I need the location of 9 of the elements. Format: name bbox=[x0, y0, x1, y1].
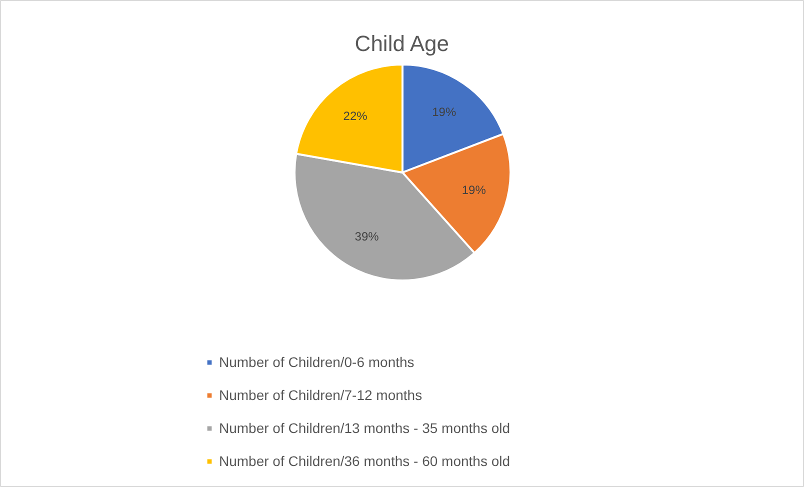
legend-label: Number of Children/7-12 months bbox=[219, 387, 422, 403]
data-label: 19% bbox=[432, 105, 456, 120]
legend-label: Number of Children/13 months - 35 months old bbox=[219, 420, 510, 436]
data-label: 39% bbox=[354, 230, 380, 244]
legend-label: Number of Children/36 months - 60 months old bbox=[219, 453, 510, 469]
data-label: 19% bbox=[462, 182, 486, 197]
chart-title: Child Age bbox=[354, 31, 449, 56]
data-label: 22% bbox=[343, 109, 368, 124]
legend-label: Number of Children/0-6 months bbox=[219, 354, 414, 370]
